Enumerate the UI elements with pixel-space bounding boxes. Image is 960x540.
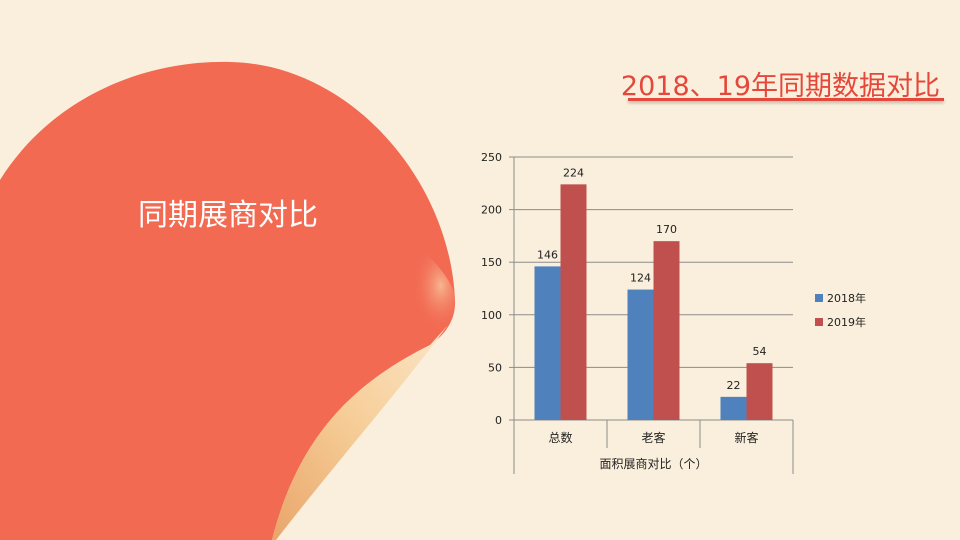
x-category-label: 新客 bbox=[734, 430, 758, 445]
bar bbox=[627, 289, 654, 420]
data-label: 22 bbox=[727, 379, 741, 392]
y-tick-label: 200 bbox=[481, 204, 502, 217]
data-label: 224 bbox=[563, 166, 584, 179]
curl-fold bbox=[272, 325, 448, 540]
data-label: 170 bbox=[656, 223, 677, 236]
data-label: 124 bbox=[630, 272, 651, 285]
curl-red-shape bbox=[0, 61, 456, 540]
y-tick-label: 250 bbox=[481, 151, 502, 164]
data-label: 146 bbox=[537, 248, 558, 261]
legend-swatch bbox=[815, 318, 823, 326]
x-axis-title: 面积展商对比（个） bbox=[599, 456, 707, 471]
bar bbox=[746, 363, 773, 420]
legend-label: 2018年 bbox=[827, 291, 866, 305]
legend-label: 2019年 bbox=[827, 315, 866, 329]
title-underline bbox=[628, 98, 944, 101]
bar bbox=[720, 396, 747, 420]
curl-highlight bbox=[360, 200, 456, 356]
page-title: 2018、19年同期数据对比 bbox=[620, 71, 940, 102]
y-tick-label: 100 bbox=[481, 309, 502, 322]
bar bbox=[653, 241, 680, 420]
bar bbox=[560, 184, 587, 420]
legend-swatch bbox=[815, 294, 823, 302]
y-tick-label: 50 bbox=[488, 361, 502, 374]
y-tick-label: 0 bbox=[495, 414, 502, 427]
data-label: 54 bbox=[753, 345, 767, 358]
section-title: 同期展商对比 bbox=[138, 198, 318, 233]
x-category-label: 老客 bbox=[641, 430, 665, 445]
x-category-label: 总数 bbox=[548, 430, 572, 445]
bar bbox=[534, 266, 561, 420]
y-tick-label: 150 bbox=[481, 256, 502, 269]
